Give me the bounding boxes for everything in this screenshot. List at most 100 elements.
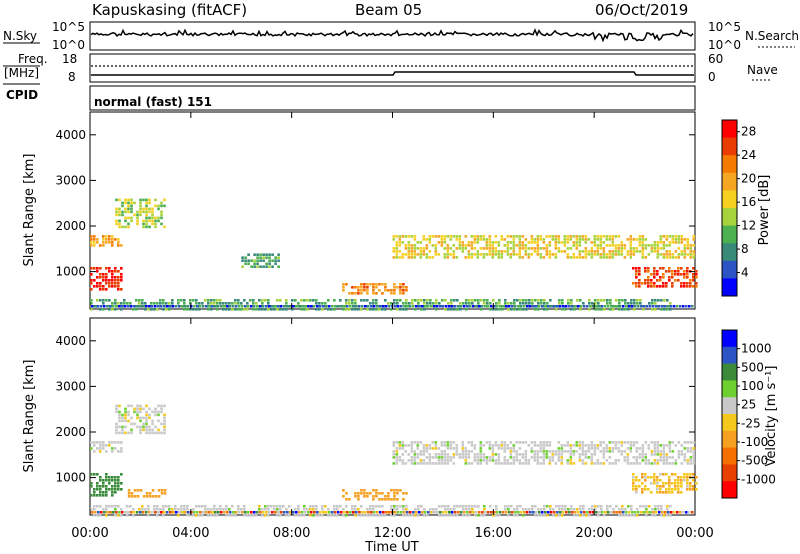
echo-cell: [507, 302, 510, 305]
frequency-trace: [91, 71, 694, 76]
echo-cell: [410, 253, 414, 256]
echo-cell: [542, 247, 546, 250]
echo-cell: [392, 453, 396, 456]
echo-cell: [410, 256, 414, 259]
echo-cell: [546, 514, 549, 517]
echo-cell: [99, 479, 102, 482]
echo-cell: [99, 273, 102, 276]
echo-cell: [345, 283, 348, 286]
echo-cell: [647, 279, 650, 282]
echo-cell: [561, 505, 564, 508]
echo-cell: [148, 492, 152, 495]
echo-cell: [154, 198, 157, 202]
echo-cell: [620, 247, 624, 250]
echo-cell: [683, 453, 687, 456]
echo-cell: [441, 505, 444, 508]
echo-cell: [324, 302, 327, 305]
echo-cell: [468, 302, 471, 305]
echo-cell: [677, 235, 681, 238]
echo-cell: [695, 476, 698, 479]
echo-cell: [635, 456, 639, 459]
echo-cell: [572, 235, 576, 238]
echo-cell: [180, 508, 183, 511]
echo-cell: [330, 514, 333, 517]
power-colorbar-tick-label: 12: [741, 219, 756, 233]
echo-cell: [398, 459, 402, 462]
echo-cell: [117, 450, 120, 453]
echo-cell: [569, 238, 573, 241]
echo-cell: [142, 305, 145, 308]
echo-cell: [692, 253, 696, 256]
echo-cell: [470, 247, 474, 250]
echo-cell: [624, 302, 627, 305]
echo-cell: [151, 489, 155, 492]
echo-cell: [346, 305, 349, 308]
echo-cell: [148, 425, 151, 429]
echo-cell: [485, 247, 489, 250]
echo-cell: [551, 253, 555, 256]
echo-cell: [90, 299, 93, 302]
echo-cell: [91, 511, 94, 514]
echo-cell: [300, 514, 303, 517]
echo-cell: [413, 238, 417, 241]
echo-cell: [309, 514, 312, 517]
echo-cell: [334, 511, 337, 514]
echo-cell: [636, 508, 639, 511]
echo-cell: [145, 416, 148, 420]
echo-cell: [561, 514, 564, 517]
echo-cell: [635, 238, 639, 241]
echo-cell: [654, 514, 657, 517]
echo-cell: [115, 407, 118, 411]
echo-cell: [187, 511, 190, 514]
echo-cell: [117, 482, 120, 485]
echo-cell: [127, 413, 130, 417]
echo-cell: [555, 308, 558, 311]
echo-cell: [112, 305, 115, 308]
echo-cell: [624, 308, 627, 311]
echo-cell: [117, 479, 120, 482]
echo-cell: [192, 299, 195, 302]
echo-cell: [431, 456, 435, 459]
echo-cell: [554, 238, 558, 241]
echo-cell: [142, 407, 145, 411]
echo-cell: [587, 444, 591, 447]
echo-cell: [96, 285, 99, 288]
echo-cell: [306, 299, 309, 302]
echo-cell: [590, 441, 594, 444]
echo-cell: [390, 505, 393, 508]
echo-cell: [437, 253, 441, 256]
echo-cell: [345, 308, 348, 311]
echo-cell: [465, 508, 468, 511]
echo-cell: [488, 244, 492, 247]
echo-cell: [108, 267, 111, 270]
echo-cell: [111, 273, 114, 276]
echo-cell: [310, 511, 313, 514]
echo-cell: [114, 514, 117, 517]
echo-cell: [342, 283, 345, 286]
echo-cell: [96, 488, 99, 491]
echo-cell: [551, 459, 555, 462]
echo-cell: [133, 422, 136, 426]
noise-right-tick-bottom: 10^0: [708, 38, 741, 52]
echo-cell: [530, 447, 534, 450]
echo-cell: [440, 456, 444, 459]
echo-cell: [369, 514, 372, 517]
echo-cell: [617, 244, 621, 247]
echo-cell: [127, 511, 130, 514]
echo-cell: [373, 305, 376, 308]
echo-cell: [637, 305, 640, 308]
echo-cell: [493, 511, 496, 514]
echo-cell: [476, 453, 480, 456]
echo-cell: [136, 410, 139, 414]
echo-cell: [129, 302, 132, 305]
echo-cell: [163, 404, 166, 408]
echo-cell: [375, 514, 378, 517]
echo-cell: [127, 305, 130, 308]
echo-cell: [117, 282, 120, 285]
echo-cell: [674, 273, 677, 276]
echo-cell: [659, 267, 662, 270]
echo-cell: [446, 250, 450, 253]
echo-cell: [539, 235, 543, 238]
echo-cell: [479, 444, 483, 447]
echo-cell: [270, 308, 273, 311]
